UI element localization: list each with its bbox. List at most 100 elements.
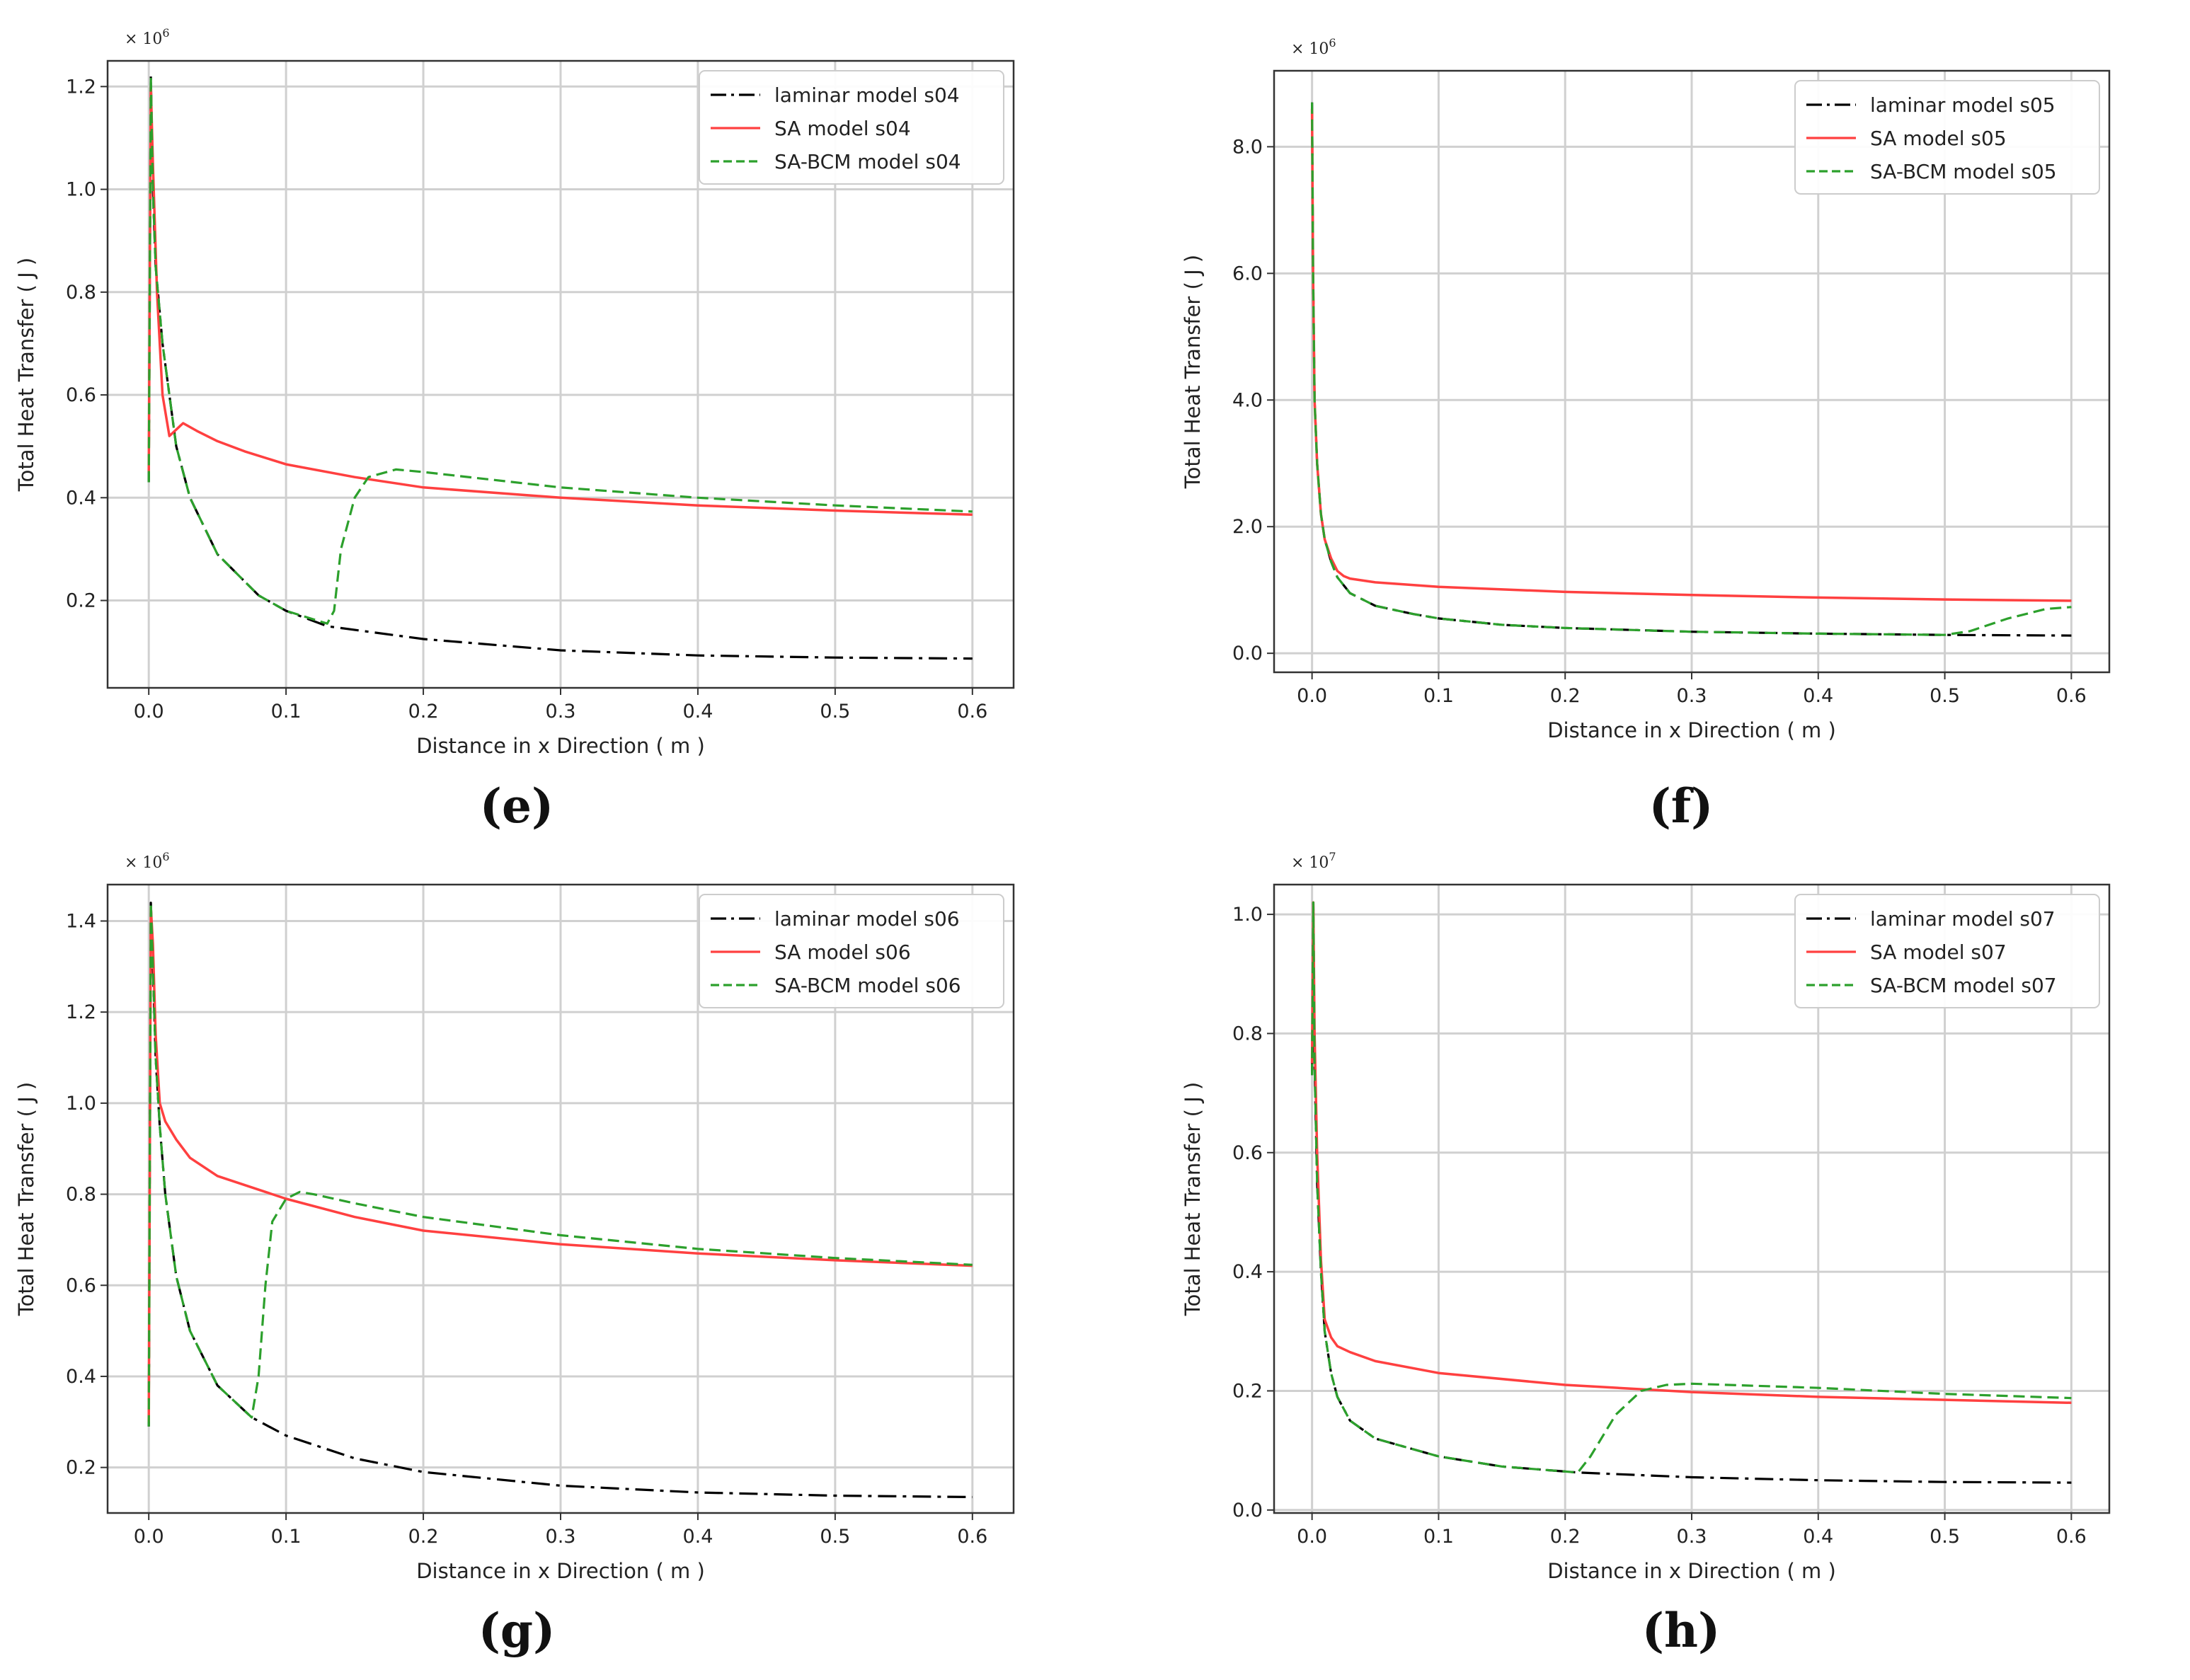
- legend: laminar model s05 SA model s05 SA-BCM mode…: [1794, 80, 2100, 195]
- x-tick-label: 0.2: [408, 701, 439, 723]
- x-tick-label: 0.1: [271, 1526, 302, 1548]
- y-tick-label: 0.6: [1232, 1142, 1263, 1164]
- y-tick-label: 0.6: [66, 1275, 96, 1296]
- y-tick-label: 1.2: [66, 1001, 96, 1023]
- y-tick-label: 0.6: [66, 384, 96, 406]
- y-tick-label: 0.8: [66, 282, 96, 304]
- axis-multiplier: × 106: [125, 26, 170, 48]
- y-tick-label: 0.4: [66, 487, 96, 509]
- legend-label: laminar model s05: [1870, 93, 2056, 117]
- chart-panel-e: 0.0 0.1 0.2 0.3 0.4 0.5 0.6 0.2 0.4 0.6 0.8 1.0 1.2 ×…: [14, 26, 1015, 758]
- y-axis-label: Total Heat Transfer ( J ): [1181, 1082, 1205, 1316]
- plot-frame: [106, 59, 1015, 689]
- series-line-laminar: [147, 902, 973, 1499]
- x-tick-label: 0.3: [546, 1526, 576, 1548]
- x-tick-label: 0.3: [1677, 1526, 1707, 1548]
- plot-frame: [106, 883, 1015, 1514]
- x-tick-label: 0.6: [2056, 1526, 2087, 1548]
- y-tick-label: 2.0: [1232, 516, 1263, 538]
- y-tick-label: 4.0: [1232, 389, 1263, 411]
- y-axis-label: Total Heat Transfer ( J ): [14, 1082, 38, 1316]
- axis-multiplier: × 106: [1291, 36, 1336, 58]
- y-axis-label: Total Heat Transfer ( J ): [14, 258, 38, 492]
- caption-h: (h): [1641, 1603, 1721, 1658]
- y-tick-label: 0.2: [66, 1457, 96, 1479]
- legend: laminar model s06 SA model s06 SA-BCM mode…: [699, 894, 1004, 1008]
- series-line-laminar: [1311, 901, 2072, 1484]
- caption-f: (f): [1649, 778, 1714, 834]
- y-axis-label: Total Heat Transfer ( J ): [1181, 255, 1205, 489]
- legend-box: [699, 894, 1004, 1008]
- legend-label: SA model s07: [1870, 940, 2007, 964]
- x-tick-label: 0.3: [546, 701, 576, 723]
- y-tick-label: 0.2: [66, 590, 96, 612]
- y-tick-label: 0.0: [1232, 643, 1263, 664]
- plot-frame: [1273, 883, 2111, 1514]
- series-line-sa: [147, 906, 973, 1422]
- x-tick-label: 0.6: [2056, 685, 2087, 707]
- legend-label: SA-BCM model s06: [774, 974, 961, 997]
- x-axis-label: Distance in x Direction ( m ): [1547, 1559, 1836, 1583]
- x-tick-label: 0.6: [957, 701, 987, 723]
- legend-label: SA model s04: [774, 117, 911, 140]
- axis-multiplier: × 106: [125, 850, 170, 872]
- legend-box: [1794, 894, 2100, 1008]
- y-tick-label: 1.0: [1232, 904, 1263, 926]
- plot-frame: [1273, 69, 2111, 674]
- x-tick-label: 0.2: [1550, 685, 1581, 707]
- x-tick-label: 0.2: [1550, 1526, 1581, 1548]
- legend-label: SA model s05: [1870, 127, 2007, 150]
- x-axis-label: Distance in x Direction ( m ): [416, 734, 705, 758]
- x-tick-label: 0.4: [682, 1526, 713, 1548]
- x-axis-label: Distance in x Direction ( m ): [1547, 718, 1836, 742]
- chart-panel-h: 0.0 0.1 0.2 0.3 0.4 0.5 0.6 0.0 0.2 0.4 0.6 0.8 1.0 ×…: [1181, 850, 2111, 1583]
- y-tick-label: 0.2: [1232, 1380, 1263, 1402]
- y-tick-label: 1.2: [66, 76, 96, 98]
- x-tick-label: 0.4: [1803, 685, 1833, 707]
- x-tick-label: 0.4: [682, 701, 713, 723]
- x-tick-label: 0.0: [134, 1526, 164, 1548]
- x-tick-label: 0.1: [1423, 1526, 1454, 1548]
- caption-e: (e): [479, 778, 554, 834]
- x-tick-label: 0.0: [1297, 1526, 1327, 1548]
- legend: laminar model s04 SA model s04 SA-BCM mode…: [699, 70, 1004, 185]
- legend-label: SA-BCM model s04: [774, 150, 961, 173]
- y-tick-label: 0.0: [1232, 1500, 1263, 1521]
- axis-multiplier: × 107: [1291, 850, 1336, 872]
- y-tick-label: 8.0: [1232, 136, 1263, 158]
- series-line-sabcm: [147, 902, 973, 1427]
- legend-label: SA-BCM model s05: [1870, 160, 2057, 183]
- x-tick-label: 0.1: [1423, 685, 1454, 707]
- y-tick-label: 0.8: [66, 1184, 96, 1206]
- y-tick-label: 1.0: [66, 1093, 96, 1115]
- caption-g: (g): [478, 1603, 556, 1658]
- y-tick-label: 0.4: [1232, 1261, 1263, 1283]
- x-tick-label: 0.4: [1803, 1526, 1833, 1548]
- legend-label: laminar model s04: [774, 84, 960, 107]
- series-line-sabcm: [147, 75, 973, 625]
- x-axis-label: Distance in x Direction ( m ): [416, 1559, 705, 1583]
- x-tick-label: 0.1: [271, 701, 302, 723]
- x-tick-label: 0.0: [134, 701, 164, 723]
- x-tick-label: 0.6: [957, 1526, 987, 1548]
- chart-panel-f: 0.0 0.1 0.2 0.3 0.4 0.5 0.6 0.0 2.0 4.0 6.0 8.0 × 10…: [1181, 36, 2111, 742]
- x-tick-label: 0.2: [408, 1526, 439, 1548]
- y-tick-label: 1.0: [66, 179, 96, 201]
- series-line-sabcm: [1311, 901, 2072, 1474]
- legend-box: [1794, 80, 2100, 195]
- x-tick-label: 0.5: [1930, 685, 1960, 707]
- x-tick-label: 0.3: [1677, 685, 1707, 707]
- y-tick-label: 1.4: [66, 910, 96, 932]
- legend-box: [699, 70, 1004, 185]
- y-tick-label: 0.8: [1232, 1023, 1263, 1045]
- legend-label: laminar model s06: [774, 907, 960, 931]
- x-tick-label: 0.5: [820, 701, 850, 723]
- x-tick-label: 0.5: [820, 1526, 850, 1548]
- y-tick-label: 0.4: [66, 1366, 96, 1388]
- x-tick-label: 0.5: [1930, 1526, 1960, 1548]
- y-tick-label: 6.0: [1232, 263, 1263, 284]
- legend-label: SA-BCM model s07: [1870, 974, 2057, 997]
- x-tick-label: 0.0: [1297, 685, 1327, 707]
- chart-panel-g: 0.0 0.1 0.2 0.3 0.4 0.5 0.6 0.2 0.4 0.6 0.8 1.0 1.2 1…: [14, 850, 1015, 1583]
